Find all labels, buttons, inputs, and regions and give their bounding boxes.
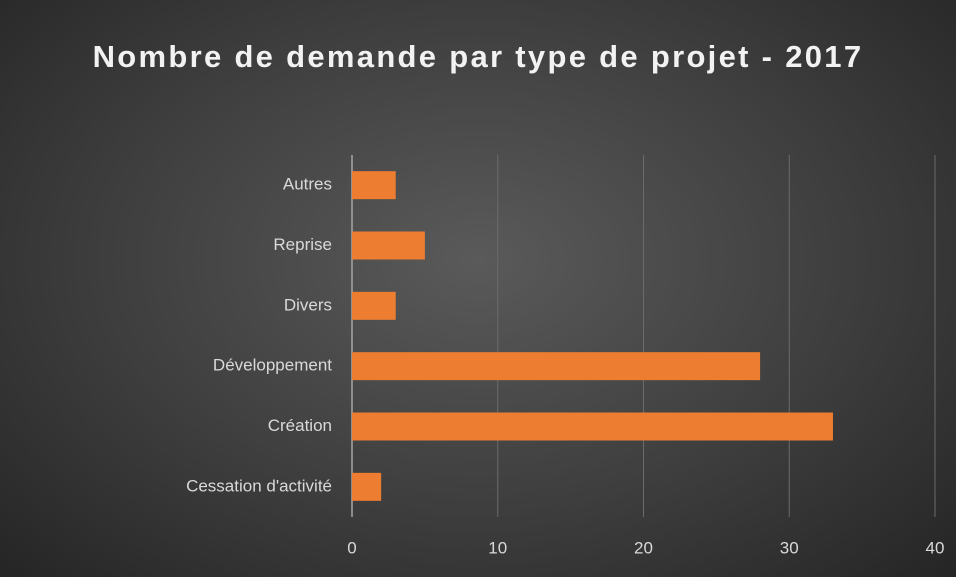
bar xyxy=(352,171,396,200)
bar xyxy=(352,291,396,320)
x-tick-label: 20 xyxy=(634,538,653,557)
chart-title: Nombre de demande par type de projet - 2… xyxy=(92,39,864,74)
y-tick-label: Reprise xyxy=(273,235,332,254)
y-tick-label: Développement xyxy=(213,356,332,375)
bar xyxy=(352,231,425,260)
x-tick-label: 30 xyxy=(780,538,799,557)
y-tick-label: Divers xyxy=(284,295,332,314)
x-tick-label: 0 xyxy=(347,538,356,557)
bar xyxy=(352,352,761,381)
y-tick-label: Autres xyxy=(283,175,332,194)
bar xyxy=(352,472,382,501)
x-tick-label: 40 xyxy=(926,538,945,557)
y-tick-label: Cessation d'activité xyxy=(186,476,332,495)
y-tick-label: Création xyxy=(268,416,332,435)
x-tick-label: 10 xyxy=(488,538,507,557)
bar xyxy=(352,412,833,441)
